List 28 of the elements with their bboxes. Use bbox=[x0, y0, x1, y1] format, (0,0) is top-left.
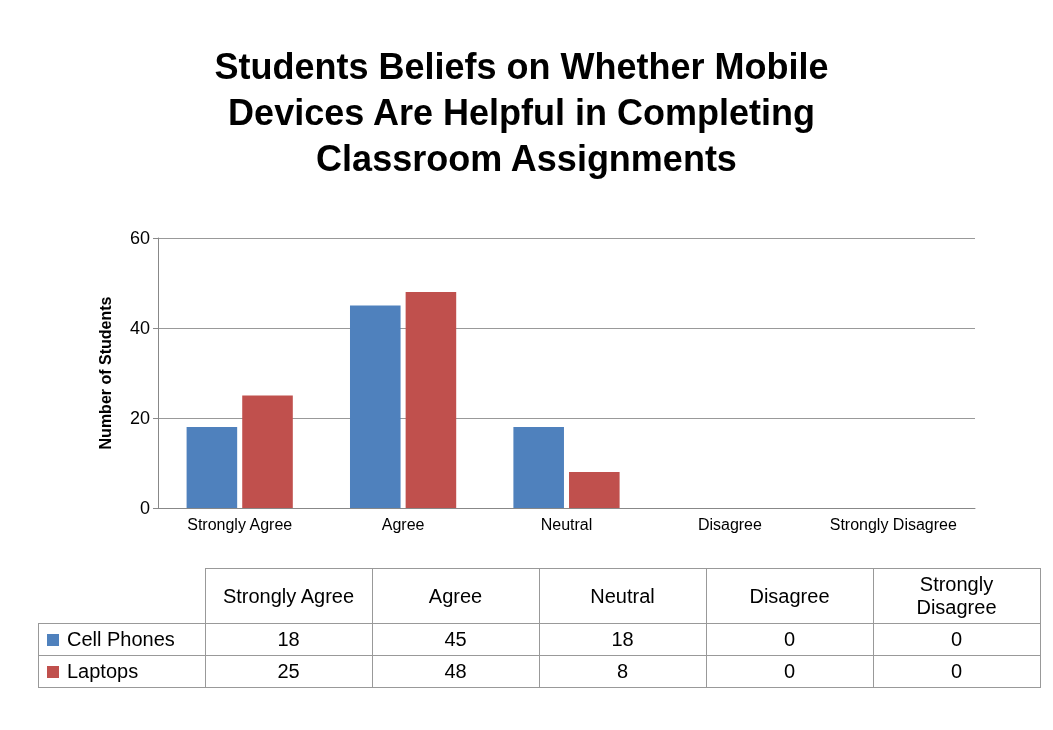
chart-title: Students Beliefs on Whether Mobile Devices Are Helpful in Completing Classroom Assignments bbox=[214, 45, 839, 179]
data-label: 25 bbox=[205, 655, 372, 688]
data-label: 0 bbox=[873, 655, 1040, 688]
x-tick-label: Strongly Agree bbox=[187, 515, 293, 533]
category-label: Strongly Disagree bbox=[916, 573, 997, 618]
y-tick-label: 20 bbox=[129, 408, 150, 428]
x-tick-label: Neutral bbox=[540, 515, 593, 533]
category-label: Strongly Agree bbox=[222, 584, 355, 607]
x-tick-label: Agree bbox=[381, 515, 425, 533]
data-label: 48 bbox=[372, 655, 539, 688]
data-label: 0 bbox=[873, 623, 1040, 656]
data-label: 0 bbox=[706, 623, 873, 656]
x-tick-label: Disagree bbox=[697, 515, 763, 533]
legend-label: Cell Phones bbox=[38, 623, 205, 656]
y-tick-label: 0 bbox=[139, 498, 150, 518]
y-axis-title: Number of Students bbox=[96, 296, 114, 450]
category-label: Neutral bbox=[590, 584, 655, 607]
y-tick-label: 40 bbox=[129, 318, 150, 338]
category-label: Agree bbox=[428, 584, 483, 607]
y-tick-label: 60 bbox=[129, 228, 150, 248]
legend-label: Laptops bbox=[38, 655, 205, 688]
data-label: 8 bbox=[539, 655, 706, 688]
data-label: 18 bbox=[539, 623, 706, 656]
data-label: 45 bbox=[372, 623, 539, 656]
data-label: 18 bbox=[205, 623, 372, 656]
x-tick-label: Strongly Disagree bbox=[829, 515, 957, 533]
data-label: 0 bbox=[706, 655, 873, 688]
category-label: Disagree bbox=[749, 584, 830, 607]
